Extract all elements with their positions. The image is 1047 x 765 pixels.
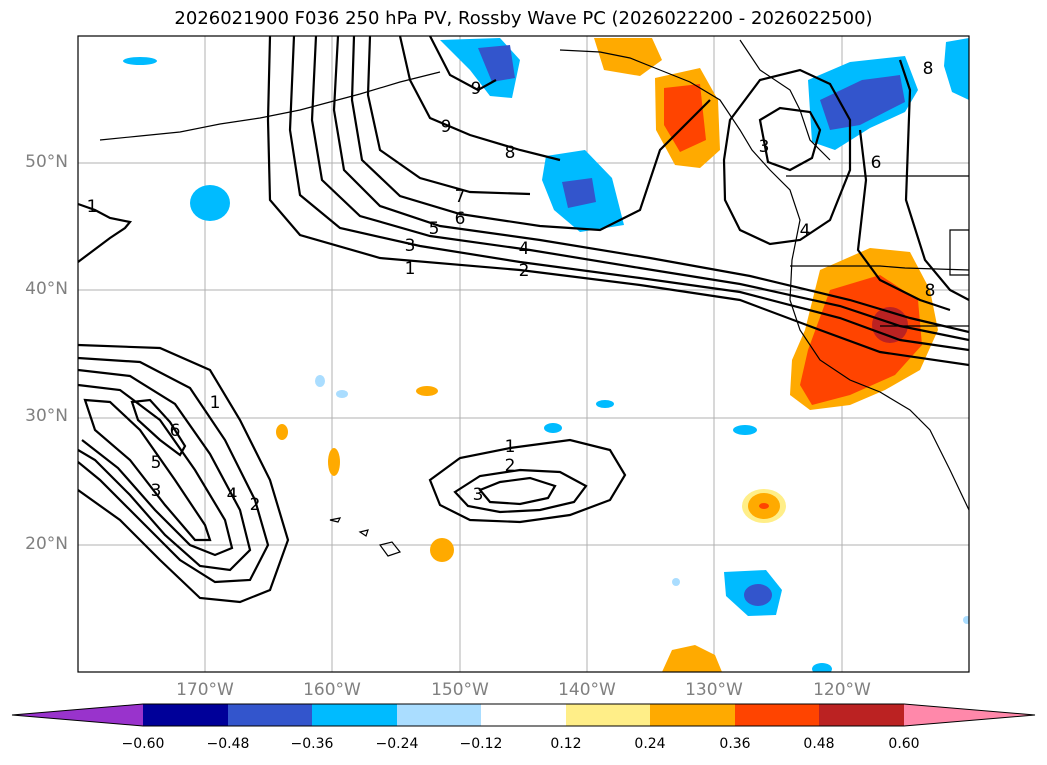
colorbar-tick: 0.48 [803,736,835,752]
contour-label: 5 [429,219,440,239]
contour-label: 1 [405,259,416,279]
colorbar-tick: −0.60 [121,736,165,752]
contour-label: 6 [871,153,882,173]
map-title: 2026021900 F036 250 hPa PV, Rossby Wave … [174,8,873,29]
colorbar-tick: 0.12 [550,736,582,752]
lon-label: 170°W [176,680,234,700]
contour-label: 3 [759,137,770,157]
colorbar-swatch [397,704,481,726]
pv-contours [78,36,969,604]
contour-label: 4 [519,239,530,259]
contour-label: 1 [210,393,221,413]
colorbar-swatch [228,704,312,726]
colorbar-tick: −0.48 [206,736,250,752]
contour-label: 9 [471,79,482,99]
contour-label: 8 [925,281,936,301]
colorbar-outline [11,703,1036,727]
lon-label: 130°W [685,680,743,700]
colorbar-swatch [12,704,143,726]
contour-label: 1 [87,197,98,217]
colorbar-swatch [481,704,566,726]
lat-label: 30°N [25,406,68,426]
colorbar-tick: −0.36 [290,736,334,752]
colorbar-tick: 0.24 [634,736,666,752]
colorbar [11,703,1036,727]
negative-pc-shading [123,38,969,672]
contour-label: 4 [227,485,238,505]
lon-label: 150°W [431,680,489,700]
contour-label: 2 [505,456,516,476]
lon-label: 160°W [303,680,361,700]
colorbar-swatch [819,704,904,726]
colorbar-swatch [904,704,1035,726]
colorbar-tick: 0.36 [719,736,751,752]
contour-label: 2 [519,261,530,281]
coastlines [99,39,969,557]
plot-border [77,35,970,673]
contour-label: 1 [505,437,516,457]
contour-label-group: 1 2 3 4 5 6 7 8 9 1 2 3 1 2 3 4 5 6 1 4 … [87,59,936,515]
colorbar-tick: 0.60 [888,736,920,752]
contour-label: 6 [455,209,466,229]
lat-label: 40°N [25,279,68,299]
colorbar-tick: −0.24 [375,736,419,752]
colorbar-swatch [143,704,228,726]
contour-label: 5 [151,453,162,473]
colorbar-swatch [650,704,735,726]
contour-label: 7 [455,187,466,207]
lon-label: 140°W [558,680,616,700]
contour-label: 6 [170,421,181,441]
lon-label: 120°W [813,680,871,700]
contour-label: 9 [441,117,452,137]
colorbar-tick: −0.12 [459,736,503,752]
colorbar-swatch [312,704,397,726]
contour-label: 8 [505,143,516,163]
contour-label: 3 [405,236,416,256]
colorbar-swatch [566,704,650,726]
contour-label: 3 [473,485,484,505]
contour-label: 4 [800,221,811,241]
contour-label: 3 [151,481,162,501]
colorbar-swatch [735,704,819,726]
lat-label: 20°N [25,534,68,554]
contour-label: 8 [923,59,934,79]
contour-label: 2 [250,495,261,515]
lat-label: 50°N [25,152,68,172]
